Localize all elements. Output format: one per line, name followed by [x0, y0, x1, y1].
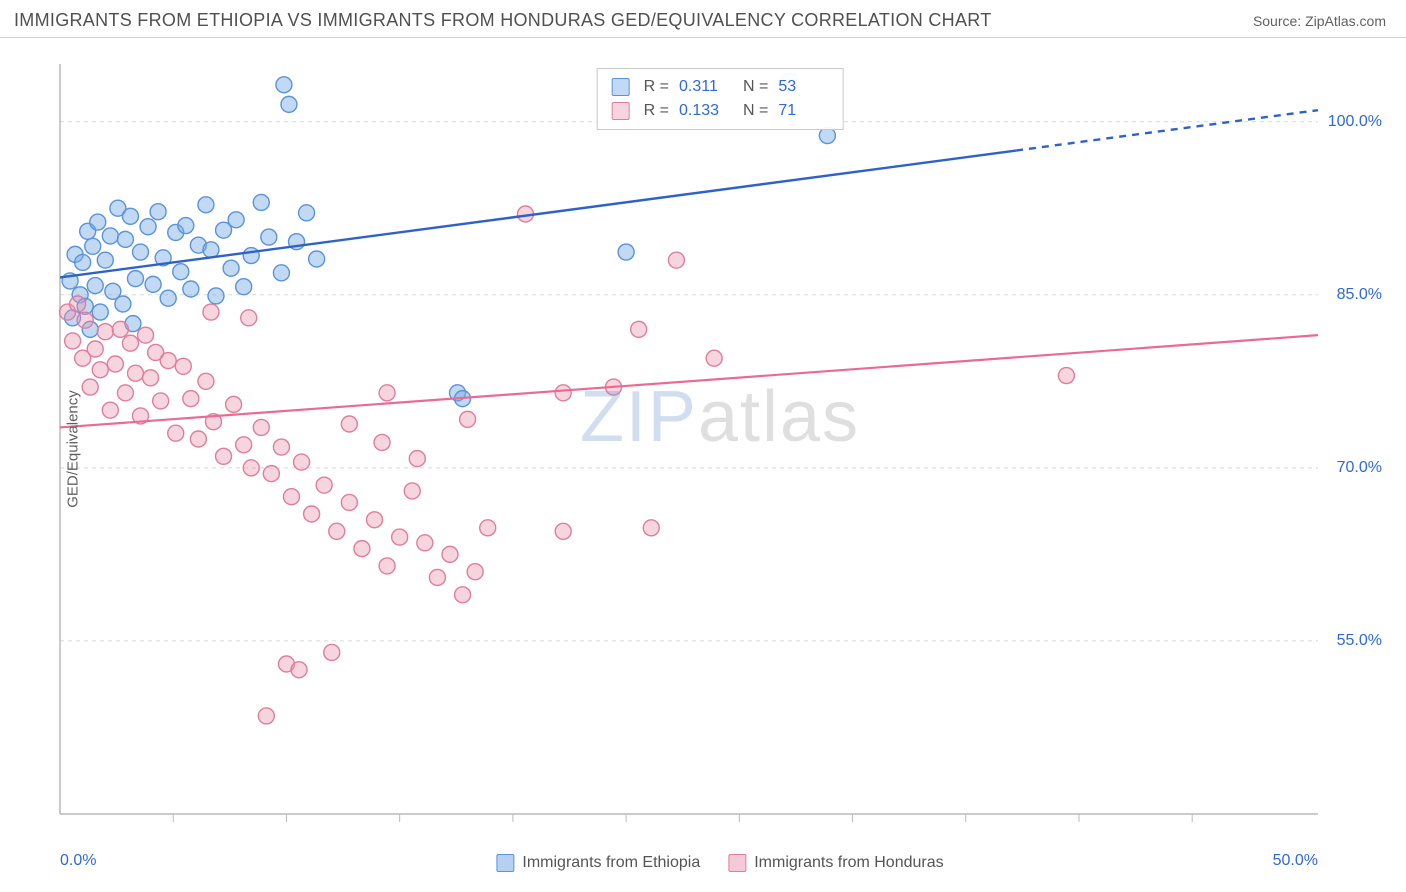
chart-header: IMMIGRANTS FROM ETHIOPIA VS IMMIGRANTS F…: [0, 0, 1406, 38]
source-attribution: Source: ZipAtlas.com: [1253, 13, 1386, 29]
y-tick-label: 85.0%: [1337, 286, 1382, 304]
legend-swatch-0: [496, 854, 514, 872]
r-label: R =: [644, 99, 669, 123]
n-value-1: 71: [778, 99, 828, 123]
stats-swatch-0: [612, 78, 630, 96]
chart-title: IMMIGRANTS FROM ETHIOPIA VS IMMIGRANTS F…: [14, 10, 992, 31]
legend-item-0: Immigrants from Ethiopia: [496, 854, 700, 872]
y-tick-label: 100.0%: [1328, 113, 1382, 131]
plot-area: GED/Equivalency ZIPatlas R = 0.311 N = 5…: [50, 54, 1390, 844]
n-label: N =: [743, 75, 768, 99]
r-label: R =: [644, 75, 669, 99]
n-label: N =: [743, 99, 768, 123]
source-link[interactable]: ZipAtlas.com: [1305, 13, 1386, 29]
x-tick-label: 0.0%: [60, 852, 96, 870]
stats-row-0: R = 0.311 N = 53: [612, 75, 829, 99]
source-prefix: Source:: [1253, 13, 1305, 29]
legend-label-0: Immigrants from Ethiopia: [522, 854, 700, 872]
y-axis-label: GED/Equivalency: [64, 390, 81, 508]
legend-item-1: Immigrants from Honduras: [728, 854, 943, 872]
scatter-chart-svg: [50, 54, 1390, 844]
n-value-0: 53: [778, 75, 828, 99]
y-tick-label: 55.0%: [1337, 632, 1382, 650]
r-value-1: 0.133: [679, 99, 729, 123]
legend-swatch-1: [728, 854, 746, 872]
bottom-legend: Immigrants from Ethiopia Immigrants from…: [496, 854, 943, 872]
legend-label-1: Immigrants from Honduras: [754, 854, 943, 872]
correlation-stats-box: R = 0.311 N = 53 R = 0.133 N = 71: [597, 68, 844, 130]
x-tick-label: 50.0%: [1273, 852, 1318, 870]
r-value-0: 0.311: [679, 75, 729, 99]
y-tick-label: 70.0%: [1337, 459, 1382, 477]
stats-swatch-1: [612, 102, 630, 120]
stats-row-1: R = 0.133 N = 71: [612, 99, 829, 123]
